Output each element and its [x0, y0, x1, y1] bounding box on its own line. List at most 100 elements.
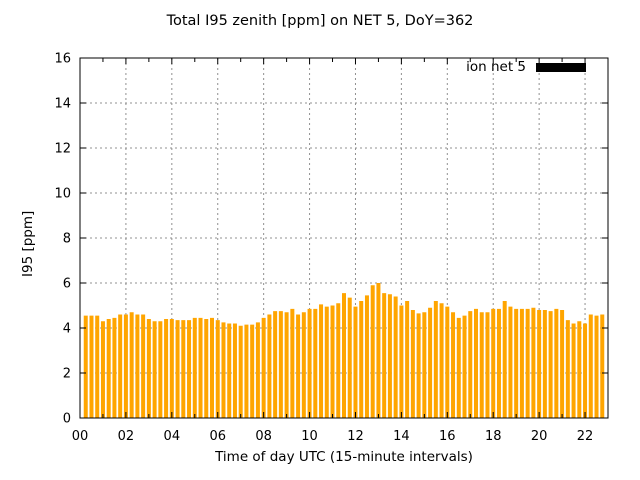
plot-bar: [479, 312, 484, 418]
x-tick-label: 08: [255, 429, 272, 444]
plot-bar: [123, 314, 128, 418]
plot-bar: [519, 308, 524, 419]
y-tick-label: 10: [54, 187, 71, 202]
x-tick-label: 02: [118, 429, 135, 444]
x-tick-label: 12: [347, 429, 364, 444]
plot-bar: [210, 317, 214, 419]
x-tick-label: 00: [72, 429, 89, 444]
plot-bar: [250, 324, 255, 419]
legend: ion net 5: [466, 59, 586, 75]
plot-bar: [324, 306, 329, 419]
plot-bar: [594, 315, 599, 419]
plot-bar: [416, 313, 421, 419]
plot-bar: [347, 297, 352, 419]
plot-bar: [152, 321, 157, 418]
plot-bar: [571, 323, 576, 418]
plot-bar: [221, 322, 226, 419]
plot-bar: [468, 311, 473, 419]
plot-bar: [284, 312, 289, 418]
y-tick-label: 2: [63, 367, 71, 382]
plot-bar: [370, 285, 375, 418]
plot-bar: [307, 308, 312, 419]
plot-bar: [364, 295, 369, 419]
plot-bar: [232, 323, 237, 418]
plot-bar: [198, 317, 203, 419]
plot-bar: [376, 283, 381, 418]
plot-bar: [353, 306, 358, 419]
plot-bar: [525, 308, 530, 419]
plot-bar: [313, 308, 318, 419]
plot-bar: [336, 303, 341, 418]
plot-bar: [261, 317, 266, 419]
plot-bar: [255, 322, 260, 419]
plot-bar: [238, 325, 243, 418]
plot-bar: [135, 314, 140, 418]
y-tick-label: 4: [63, 322, 71, 337]
plot-bar: [445, 306, 450, 419]
plot-bar: [485, 312, 490, 418]
plot-bar: [583, 323, 588, 418]
y-tick-label: 6: [63, 277, 71, 292]
y-tick-label: 14: [54, 97, 71, 112]
plot-bar: [89, 315, 94, 419]
plot-bar: [462, 315, 467, 419]
plot-bar: [399, 305, 404, 418]
plot-bar: [491, 308, 496, 419]
legend-swatch: [536, 62, 586, 72]
plot-bar: [537, 310, 542, 418]
chart-title: Total I95 zenith [ppm] on NET 5, DoY=362: [166, 13, 474, 29]
plot-bar: [215, 320, 220, 419]
y-tick-label: 0: [63, 412, 71, 427]
plot-bar: [118, 314, 123, 418]
x-tick-label: 16: [439, 429, 456, 444]
plot-bar: [278, 311, 283, 419]
plot-bar: [187, 320, 192, 419]
y-tick-label: 12: [54, 142, 71, 157]
plot-bar: [422, 312, 427, 418]
plot-bar: [577, 321, 582, 418]
plot-bar: [129, 312, 134, 418]
plot-bar: [106, 319, 111, 418]
x-tick-label: 14: [393, 429, 410, 444]
plot-bar: [273, 311, 278, 419]
plot-bar: [502, 301, 507, 418]
plot-bar: [428, 307, 433, 418]
plot-bar: [514, 308, 519, 419]
plot-bar: [290, 308, 295, 419]
plot-bar: [387, 294, 392, 418]
plot-bar: [600, 314, 605, 418]
x-tick-label: 20: [531, 429, 548, 444]
plot-bar: [95, 315, 100, 419]
plot-bar: [531, 307, 536, 418]
plot-bar: [405, 301, 410, 418]
plot-bar: [158, 321, 163, 418]
plot-bar: [456, 317, 461, 419]
plot-bar: [244, 324, 249, 419]
plot-bar: [83, 315, 88, 419]
legend-entry-label: ion net 5: [466, 59, 526, 75]
plot-bar: [508, 306, 513, 419]
plot-bar: [554, 308, 559, 419]
plot-bar: [100, 321, 105, 418]
x-tick-label: 18: [485, 429, 502, 444]
y-axis-label: I95 [ppm]: [20, 210, 36, 277]
plot-bar: [227, 323, 232, 418]
plot-bar: [146, 319, 151, 418]
plot-bar: [342, 293, 346, 419]
plot-bar: [548, 311, 553, 419]
plot-bar: [296, 314, 301, 418]
plot-bar: [474, 308, 478, 419]
plot-bar: [393, 296, 398, 418]
plot-bar: [542, 310, 547, 418]
plot-bar: [433, 301, 438, 418]
plot-bar: [319, 304, 324, 419]
plot-bar: [330, 305, 335, 418]
x-tick-label: 10: [301, 429, 318, 444]
plot-bar: [588, 314, 593, 418]
plot-bar: [204, 319, 209, 418]
plot-bar: [175, 320, 180, 419]
plot-bar: [382, 293, 387, 419]
plot-bar: [565, 320, 570, 419]
